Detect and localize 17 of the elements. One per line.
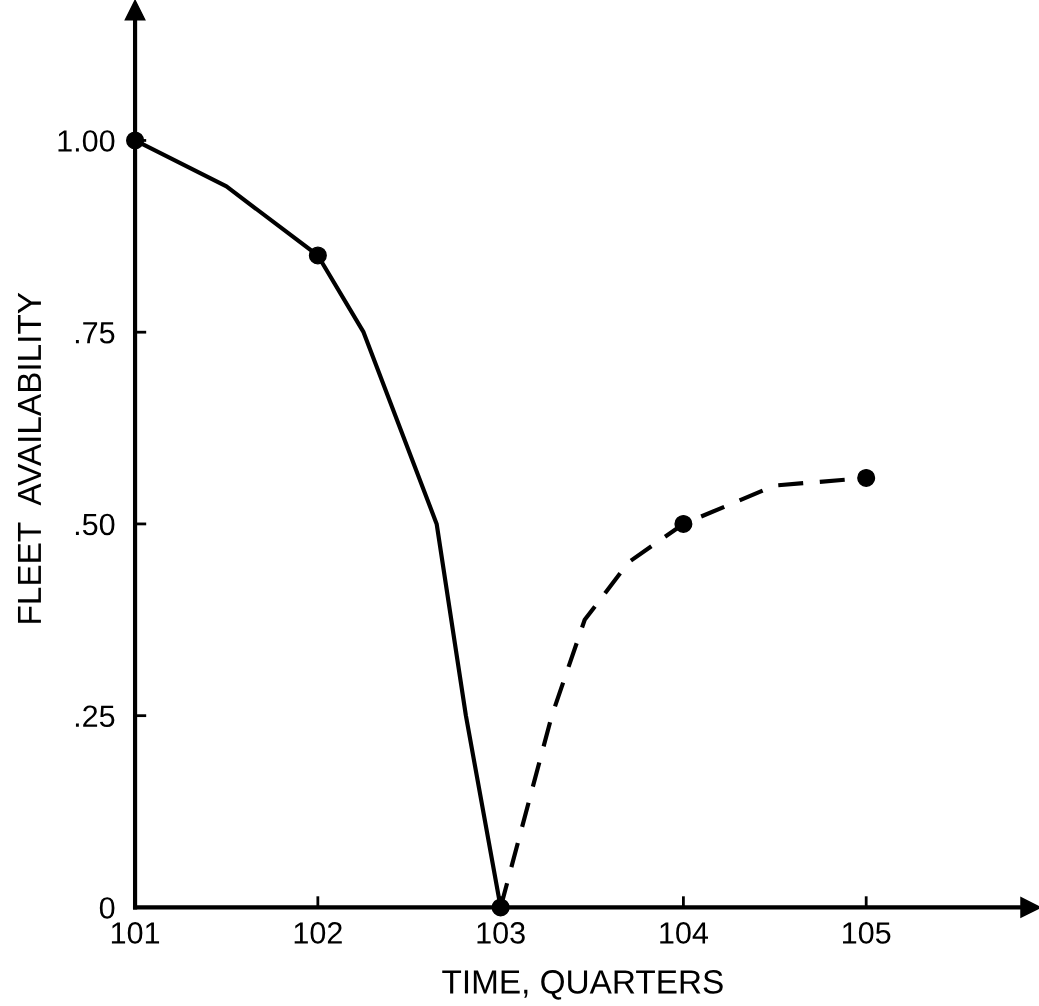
x-axis-title: TIME, QUARTERS bbox=[442, 970, 723, 1000]
point bbox=[308, 246, 327, 265]
x-tick-label: 102 bbox=[294, 922, 342, 944]
x-tick-label: 101 bbox=[111, 922, 160, 944]
point bbox=[857, 468, 876, 487]
y-tick-label: .25 bbox=[75, 705, 115, 728]
x-tick-label: 104 bbox=[660, 922, 709, 944]
point bbox=[674, 514, 693, 533]
y-tick-label: .50 bbox=[75, 513, 115, 536]
x-tick-label: 103 bbox=[477, 922, 525, 944]
y-tick-label: 1.00 bbox=[58, 130, 115, 152]
point bbox=[491, 898, 510, 917]
y-axis-title: FLEET AVAILABILITY bbox=[17, 292, 41, 623]
y-tick-label: 0 bbox=[99, 897, 115, 919]
y-tick-label: .75 bbox=[75, 322, 115, 344]
x-tick-label: 105 bbox=[843, 922, 891, 944]
point bbox=[126, 131, 145, 150]
